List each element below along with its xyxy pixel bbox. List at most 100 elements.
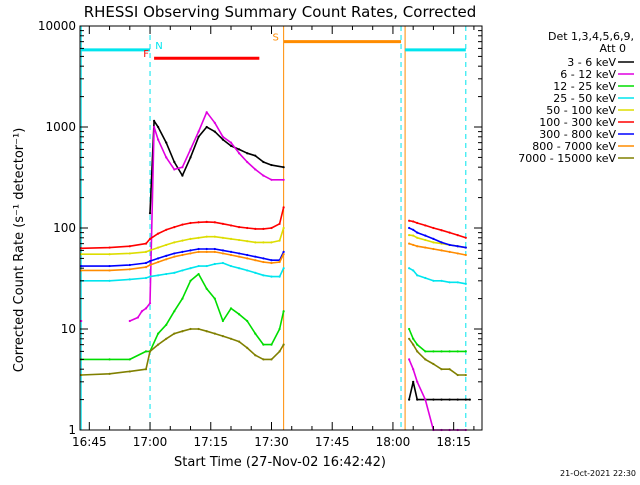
series-1-point — [181, 166, 184, 169]
series-0-point — [148, 212, 152, 215]
series-2-point — [282, 310, 285, 313]
series-2-point — [432, 350, 435, 353]
series-8-point — [412, 343, 415, 346]
series-5-point — [262, 227, 265, 230]
series-6-point — [189, 249, 192, 252]
series-1-point — [140, 310, 144, 313]
series-3-point — [165, 272, 168, 276]
series-5-point — [189, 221, 192, 225]
series-1-point — [416, 380, 419, 383]
y-tick-label: 10 — [61, 322, 76, 336]
series-0-point — [464, 398, 467, 401]
series-2-point — [108, 358, 111, 361]
series-6-point — [424, 234, 427, 237]
series-8-point — [157, 343, 160, 346]
legend-label-4: 50 - 100 keV — [546, 104, 616, 117]
series-6-point — [440, 241, 443, 244]
data-layer: NF S — [80, 26, 471, 432]
series-6-point — [165, 254, 168, 257]
series-6-point — [408, 226, 411, 230]
series-7-point — [464, 253, 467, 257]
series-6-point — [181, 250, 184, 253]
series-5-point — [197, 221, 200, 224]
series-6-point — [412, 228, 415, 231]
y-axis-label: Corrected Count Rate (s⁻¹ detector⁻¹) — [12, 128, 27, 373]
series-8-point — [456, 373, 459, 377]
series-3-point — [173, 271, 176, 274]
series-2-point — [270, 343, 273, 346]
series-4-point — [246, 240, 249, 243]
series-4-point — [424, 238, 427, 242]
series-3-point — [181, 269, 184, 272]
series-5-point — [432, 226, 435, 230]
series-5-point — [128, 245, 131, 248]
series-2-point — [254, 332, 257, 335]
series-6-point — [221, 249, 225, 252]
legend-label-0: 3 - 6 keV — [567, 56, 616, 69]
series-1-point — [229, 141, 233, 144]
series-7-point — [173, 255, 176, 258]
series-2-point — [181, 297, 184, 300]
series-2-point — [237, 313, 241, 316]
series-0-point — [157, 125, 160, 129]
series-8-point — [448, 368, 451, 371]
series-2-point — [246, 319, 249, 323]
series-5-point — [221, 222, 225, 225]
series-4-point — [262, 241, 265, 244]
series-8-point — [197, 327, 200, 331]
series-2-point — [128, 358, 131, 361]
series-7-point — [189, 252, 192, 255]
series-3-point — [440, 279, 443, 282]
series-3-point — [424, 276, 427, 280]
series-6-point — [432, 237, 435, 240]
series-5-point — [440, 229, 443, 232]
series-line-1-part-1 — [129, 111, 284, 322]
series-8-point — [254, 354, 257, 357]
series-7-point — [448, 250, 451, 253]
series-7-point — [197, 250, 200, 253]
series-3-point — [412, 269, 415, 272]
series-3-point — [408, 267, 411, 270]
series-4-point — [148, 249, 152, 252]
series-7-point — [440, 249, 443, 252]
series-1-point — [237, 152, 241, 155]
series-1-point — [197, 130, 200, 133]
series-2-point — [213, 297, 216, 300]
series-4-point — [237, 238, 241, 242]
series-2-point — [144, 350, 148, 353]
series-5-point — [148, 237, 152, 240]
series-3-point — [229, 264, 233, 268]
series-5-point — [448, 231, 451, 234]
legend-label-8: 7000 - 15000 keV — [518, 152, 616, 165]
series-5-point — [282, 206, 285, 209]
series-8-point — [237, 340, 241, 343]
series-6-point — [246, 253, 249, 257]
series-4-point — [416, 236, 419, 239]
series-6-point — [254, 255, 257, 258]
series-3-point — [205, 264, 208, 268]
series-7-point — [424, 246, 427, 249]
series-0-point — [282, 166, 285, 169]
series-0-point — [221, 138, 225, 141]
series-2-point — [229, 307, 233, 310]
series-8-point — [246, 346, 249, 349]
series-8-point — [282, 343, 285, 346]
series-4-point — [181, 239, 184, 242]
series-7-point — [237, 255, 241, 258]
y-tick-label: 10000 — [38, 19, 76, 33]
series-8-point — [408, 337, 411, 340]
series-7-point — [456, 252, 459, 255]
series-3-point — [464, 282, 467, 285]
series-0-point — [197, 135, 200, 138]
series-6-point — [237, 252, 241, 255]
series-0-point — [408, 398, 411, 401]
series-6-point — [464, 246, 467, 249]
series-4-point — [229, 237, 233, 240]
series-7-point — [80, 269, 83, 272]
series-2-point — [278, 327, 281, 331]
flag-s-label: S — [272, 33, 278, 44]
x-tick-label: 17:15 — [193, 435, 228, 449]
series-5-point — [464, 236, 467, 239]
series-7-point — [221, 252, 225, 255]
series-2-point — [456, 350, 459, 353]
